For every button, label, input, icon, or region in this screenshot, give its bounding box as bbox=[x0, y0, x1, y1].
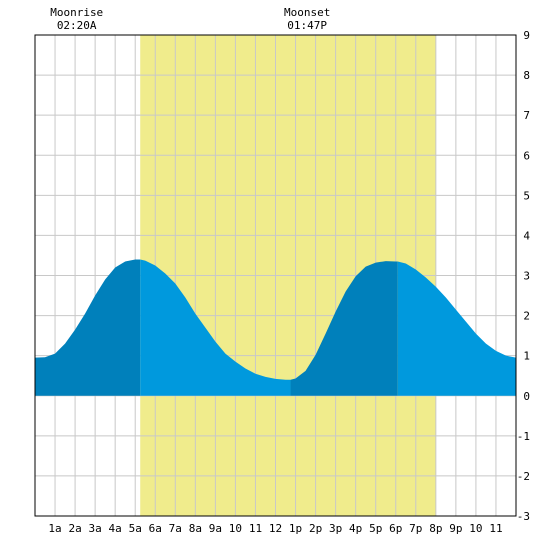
y-tick-label: 8 bbox=[523, 69, 530, 82]
moonset-label: Moonset bbox=[284, 6, 330, 19]
x-tick-label: 5a bbox=[129, 522, 142, 535]
y-tick-label: -2 bbox=[517, 470, 530, 483]
plot-area bbox=[35, 35, 516, 516]
x-tick-label: 6a bbox=[149, 522, 162, 535]
moonrise-label: Moonrise bbox=[50, 6, 103, 19]
y-tick-label: 4 bbox=[523, 229, 530, 242]
x-tick-label: 10 bbox=[469, 522, 482, 535]
x-tick-label: 8a bbox=[189, 522, 202, 535]
plot-border bbox=[34, 34, 517, 517]
y-tick-label: 0 bbox=[523, 390, 530, 403]
x-tick-label: 7p bbox=[409, 522, 422, 535]
y-tick-label: 5 bbox=[523, 189, 530, 202]
x-tick-label: 2a bbox=[68, 522, 81, 535]
y-tick-label: 2 bbox=[523, 310, 530, 323]
x-tick-label: 1p bbox=[289, 522, 302, 535]
x-tick-label: 11 bbox=[249, 522, 262, 535]
x-tick-label: 1a bbox=[48, 522, 61, 535]
x-tick-label: 5p bbox=[369, 522, 382, 535]
y-tick-label: 7 bbox=[523, 109, 530, 122]
x-tick-label: 4p bbox=[349, 522, 362, 535]
tide-area-falling bbox=[140, 259, 291, 396]
y-tick-label: 6 bbox=[523, 149, 530, 162]
moonrise-time: 02:20A bbox=[57, 19, 97, 32]
y-tick-label: 1 bbox=[523, 350, 530, 363]
x-tick-label: 6p bbox=[389, 522, 402, 535]
x-tick-label: 10 bbox=[229, 522, 242, 535]
x-tick-label: 2p bbox=[309, 522, 322, 535]
y-tick-label: -1 bbox=[517, 430, 530, 443]
tide-area-rising bbox=[35, 259, 141, 396]
x-tick-label: 3a bbox=[89, 522, 102, 535]
y-tick-label: -3 bbox=[517, 510, 530, 523]
y-tick-label: 3 bbox=[523, 270, 530, 283]
y-tick-label: 9 bbox=[523, 29, 530, 42]
x-tick-label: 7a bbox=[169, 522, 182, 535]
tide-area-falling bbox=[397, 261, 516, 396]
x-tick-label: 4a bbox=[109, 522, 122, 535]
x-tick-label: 9a bbox=[209, 522, 222, 535]
tide-area-rising bbox=[290, 261, 398, 396]
x-tick-label: 3p bbox=[329, 522, 342, 535]
moonset-annotation: Moonset 01:47P bbox=[284, 6, 330, 32]
x-tick-label: 12 bbox=[269, 522, 282, 535]
x-tick-label: 8p bbox=[429, 522, 442, 535]
x-tick-label: 11 bbox=[489, 522, 502, 535]
moonset-time: 01:47P bbox=[287, 19, 327, 32]
x-tick-label: 9p bbox=[449, 522, 462, 535]
moonrise-annotation: Moonrise 02:20A bbox=[50, 6, 103, 32]
